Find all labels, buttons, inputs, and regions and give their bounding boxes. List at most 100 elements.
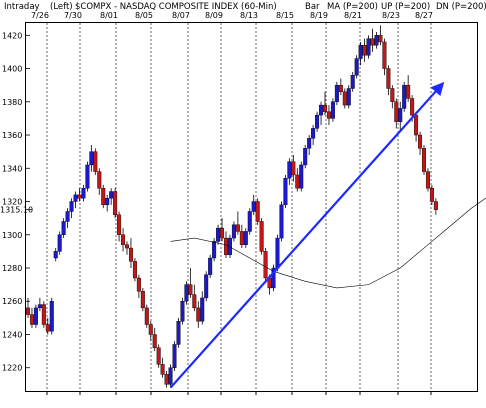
- bar-body: [101, 188, 106, 206]
- price-bar: [152, 327, 157, 352]
- bar-body: [85, 164, 90, 189]
- bar-body: [425, 171, 430, 189]
- price-bar: [89, 145, 94, 172]
- bar-body: [223, 237, 228, 255]
- bar-body: [291, 161, 296, 176]
- price-bar: [350, 71, 355, 92]
- bar-body: [390, 88, 395, 102]
- price-bar: [291, 154, 296, 182]
- price-bars: [26, 25, 438, 388]
- bar-body: [49, 301, 54, 332]
- bar-body: [422, 148, 427, 172]
- price-bar: [41, 301, 46, 328]
- price-bar: [180, 297, 185, 325]
- price-bar: [140, 287, 145, 312]
- bar-body: [354, 58, 359, 76]
- bar-body: [73, 194, 78, 202]
- price-bar: [33, 304, 38, 328]
- bar-body: [29, 314, 34, 325]
- bar-body: [26, 307, 31, 315]
- price-bar: [227, 234, 232, 259]
- bar-body: [227, 237, 232, 255]
- price-bar: [342, 88, 347, 109]
- price-bar: [319, 101, 324, 126]
- bar-body: [152, 334, 157, 348]
- x-tick-labels: 7/26 7/30 8/01 8/05 8/07 8/09 8/13 8/15 8/19 8/21…: [31, 11, 433, 395]
- x-tick-label: 8/15: [276, 11, 294, 20]
- price-bar: [394, 98, 399, 129]
- bar-body: [65, 211, 70, 222]
- bar-body: [374, 35, 379, 46]
- price-bar: [398, 101, 403, 132]
- x-tick-label: 8/07: [172, 11, 190, 20]
- price-bar: [121, 228, 126, 252]
- bar-body: [160, 364, 165, 375]
- bar-label: Bar: [305, 2, 320, 12]
- price-bar: [69, 198, 74, 219]
- bar-body: [97, 171, 102, 189]
- bar-body: [271, 267, 276, 289]
- bar-body: [220, 227, 225, 239]
- bar-body: [307, 138, 312, 149]
- bar-body: [77, 194, 82, 199]
- bar-body: [398, 108, 403, 122]
- bar-body: [295, 174, 300, 189]
- plot-frame: [25, 22, 478, 392]
- bar-body: [247, 211, 252, 232]
- price-bar: [113, 188, 118, 219]
- bar-body: [196, 307, 201, 322]
- bar-body: [180, 301, 185, 322]
- bar-body: [410, 98, 415, 116]
- bar-body: [414, 114, 419, 136]
- price-bar: [196, 301, 201, 328]
- bar-body: [41, 304, 46, 325]
- x-tick-label: 7/30: [64, 11, 82, 20]
- bar-body: [315, 114, 320, 129]
- bar-body: [342, 91, 347, 106]
- x-tick-label: 8/09: [205, 11, 223, 20]
- y-tick-label: 1340: [2, 164, 22, 173]
- bar-body: [136, 277, 141, 292]
- price-bar: [330, 98, 335, 122]
- price-bar: [366, 35, 371, 59]
- price-bar: [418, 131, 423, 155]
- price-bar: [422, 145, 427, 175]
- price-bar: [53, 248, 58, 262]
- bar-body: [350, 74, 355, 89]
- trendline-layer: [169, 81, 445, 389]
- price-bar: [390, 85, 395, 109]
- bar-body: [330, 101, 335, 119]
- price-bar: [362, 38, 367, 62]
- bar-body: [148, 324, 153, 335]
- bar-body: [69, 201, 74, 212]
- chart-title: $COMPX - NASDAQ COMPOSITE INDEX (60-Min): [75, 2, 277, 12]
- price-bar: [208, 254, 213, 278]
- y-tick-label: 1400: [2, 65, 22, 74]
- price-bar: [61, 218, 66, 239]
- bar-body: [370, 38, 375, 46]
- price-bar: [239, 224, 244, 249]
- bar-body: [358, 45, 363, 59]
- bar-body: [144, 307, 149, 325]
- bar-body: [176, 320, 181, 345]
- bar-body: [418, 134, 423, 149]
- x-tick-label: 8/19: [310, 11, 328, 20]
- bar-body: [243, 231, 248, 245]
- bar-body: [406, 84, 411, 99]
- bar-body: [200, 297, 205, 322]
- price-bar: [77, 188, 82, 202]
- price-bar: [247, 208, 252, 235]
- price-bar: [326, 105, 331, 126]
- bar-body: [263, 251, 268, 279]
- side-label: (Left): [50, 2, 73, 12]
- bar-body: [117, 214, 122, 235]
- price-bar: [73, 191, 78, 209]
- price-bar: [382, 38, 387, 76]
- bar-body: [378, 35, 383, 43]
- price-bar: [57, 231, 62, 255]
- price-bar: [303, 145, 308, 169]
- price-bar: [124, 241, 129, 255]
- price-bar: [26, 297, 31, 318]
- bar-body: [89, 151, 94, 166]
- bar-body: [382, 41, 387, 69]
